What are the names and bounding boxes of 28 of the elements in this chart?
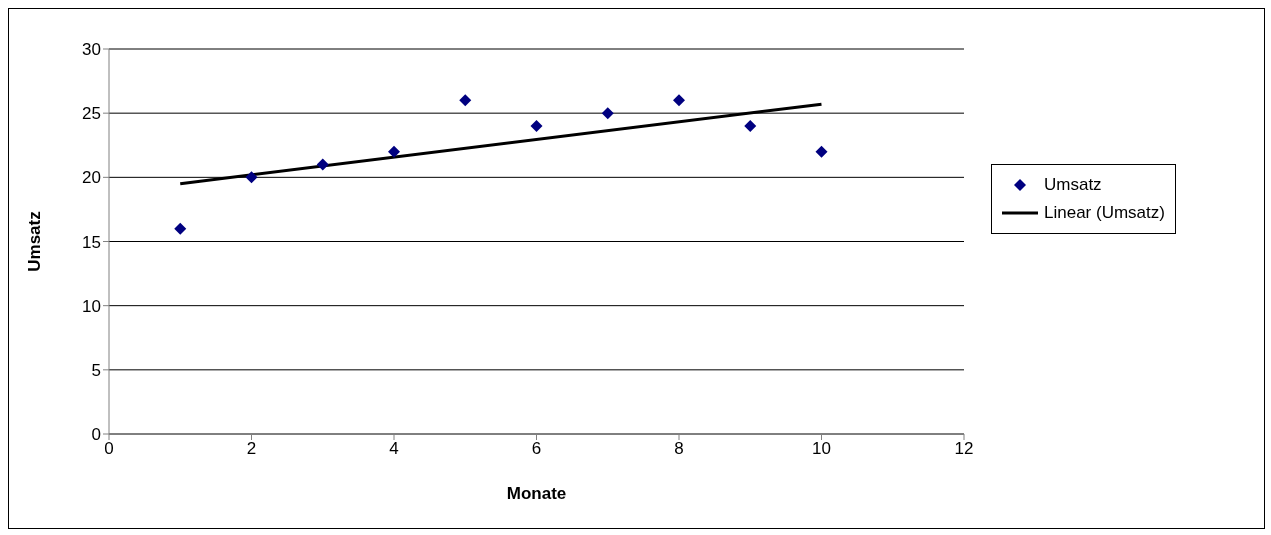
x-tick-label: 2: [246, 439, 257, 459]
x-tick-label: 4: [389, 439, 399, 459]
point: [459, 94, 472, 107]
legend-label: Linear (Umsatz): [1044, 203, 1165, 223]
y-tick-label: 0: [91, 425, 101, 445]
point: [744, 120, 757, 132]
point: [530, 120, 543, 132]
x-tick-label: 10: [812, 439, 831, 459]
point: [174, 222, 187, 235]
point: [673, 94, 685, 107]
point: [245, 171, 258, 184]
x-tick-label: 0: [104, 439, 114, 459]
point: [388, 145, 400, 158]
point: [316, 158, 329, 171]
x-axis-title: Monate: [506, 484, 567, 503]
y-tick-label: 20: [82, 168, 101, 188]
point: [815, 145, 828, 158]
legend-label: Umsatz: [1044, 175, 1102, 195]
point: [601, 107, 614, 120]
y-tick-label: 10: [82, 296, 101, 316]
y-tick-label: 15: [82, 232, 101, 252]
x-tick-label: 6: [531, 439, 542, 459]
y-tick-label: 5: [91, 360, 101, 380]
x-tick-label: 8: [674, 439, 684, 459]
y-tick-label: 30: [82, 40, 101, 60]
x-tick-label: 12: [954, 439, 974, 459]
y-axis-title: Umsatz: [25, 211, 45, 272]
y-tick-label: 25: [82, 104, 101, 124]
